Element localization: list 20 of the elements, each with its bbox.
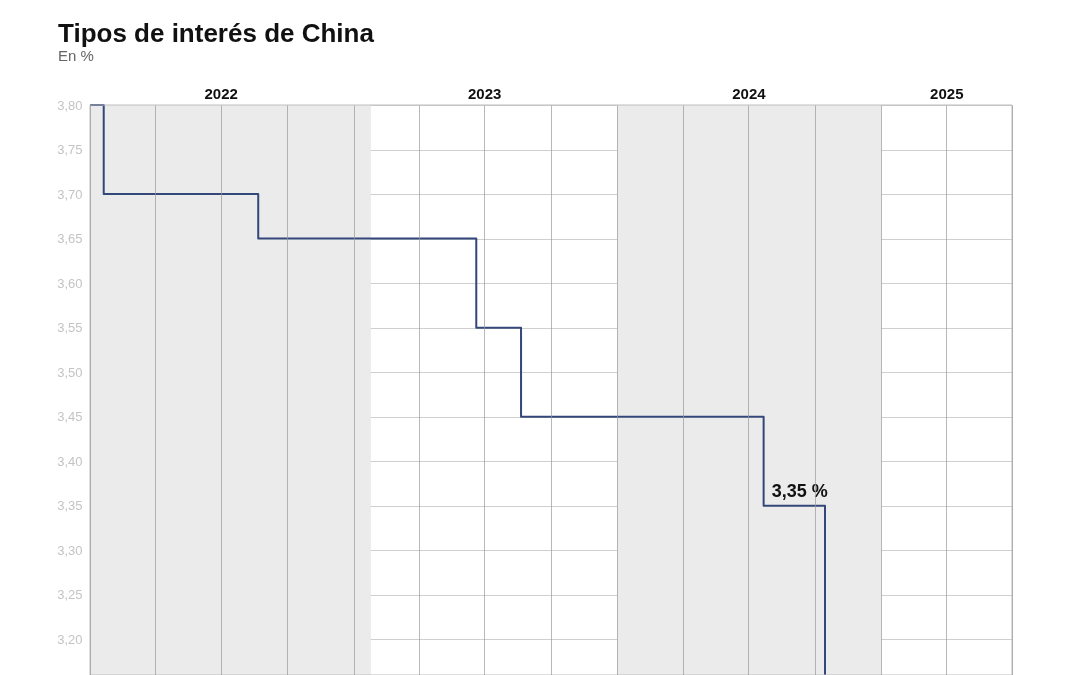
y-tick-label: 3,65 (57, 231, 83, 247)
chart-subtitle: En % (58, 47, 94, 64)
x-tick-label: 2025 (930, 84, 964, 102)
y-tick-label: 3,35 (57, 498, 83, 514)
x-tick-label: 2022 (204, 84, 238, 102)
y-tick-label: 3,20 (57, 631, 83, 647)
y-tick-label: 3,30 (57, 542, 83, 558)
y-tick-label: 3,50 (57, 364, 83, 380)
y-tick-label: 3,55 (57, 320, 83, 336)
y-tick-label: 3,25 (57, 587, 83, 603)
annotation: 3,35 % (771, 480, 828, 501)
y-tick-label: 3,60 (57, 275, 83, 291)
x-tick-label: 2024 (732, 84, 767, 102)
y-tick-label: 3,45 (57, 409, 83, 425)
chart-title: Tipos de interés de China (58, 18, 375, 48)
x-tick-label: 2023 (468, 84, 502, 102)
y-tick-label: 3,80 (57, 97, 83, 113)
y-tick-label: 3,40 (57, 453, 83, 469)
y-tick-label: 3,70 (57, 186, 83, 202)
y-tick-label: 3,75 (57, 142, 83, 158)
